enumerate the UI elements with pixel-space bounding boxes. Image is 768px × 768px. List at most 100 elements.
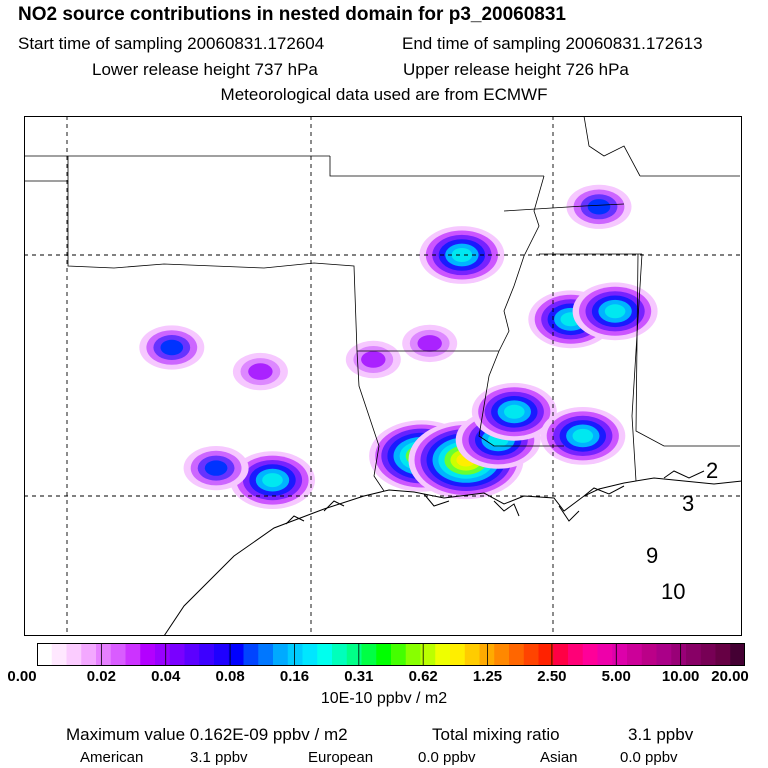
colorbar-tick-label: 5.00 — [601, 668, 631, 685]
chart-title: NO2 source contributions in nested domai… — [18, 4, 566, 25]
colorbar-cell — [656, 643, 672, 666]
colorbar-cell — [273, 643, 289, 666]
oklahoma-arkansas-border — [329, 156, 544, 177]
colorbar-tick-label: 1.25 — [472, 668, 503, 685]
colorbar-cell — [155, 643, 171, 666]
contour-blob — [204, 460, 228, 476]
latlon-gridlines — [24, 116, 742, 636]
colorbar-cell — [243, 643, 259, 666]
contour-label-2: 2 — [706, 458, 719, 483]
colorbar-cell — [81, 643, 97, 666]
colorbar-cell — [332, 643, 348, 666]
contour-blob — [587, 199, 611, 215]
colorbar-cell — [568, 643, 584, 666]
map-plot — [24, 116, 742, 636]
contour-blob — [417, 335, 442, 352]
colorbar-cell — [37, 643, 53, 666]
colorbar-cell — [597, 643, 613, 666]
colorbar-cell — [612, 643, 628, 666]
colorbar-cell — [302, 643, 318, 666]
colorbar-tick-label: 2.50 — [537, 668, 567, 685]
colorbar-cell — [228, 643, 245, 666]
total-mixing-value: 3.1 ppbv — [628, 725, 694, 744]
colorbar-cell — [346, 643, 363, 666]
colorbar-cell — [435, 643, 451, 666]
contour-blob — [572, 428, 594, 443]
colorbar-cell — [140, 643, 156, 666]
colorbar-cell — [214, 643, 230, 666]
contour-label-9: 9 — [646, 543, 659, 568]
colorbar-cell — [184, 643, 200, 666]
colorbar-cell — [464, 643, 481, 666]
contour-label-10: 10 — [661, 579, 686, 604]
ky-northern — [583, 116, 641, 177]
colorbar-tick-label: 10.00 — [661, 668, 700, 685]
european-value: 0.0 ppbv — [418, 749, 476, 766]
colorbar-cell — [391, 643, 407, 666]
contour-label-3: 3 — [682, 491, 695, 516]
colorbar-cell — [538, 643, 554, 666]
contour-blob — [248, 363, 273, 380]
asian-value: 0.0 ppbv — [620, 749, 678, 766]
colorbar — [37, 643, 745, 666]
ms-al-border — [631, 253, 643, 482]
colorbar-units: 10E-10 ppbv / m2 — [320, 690, 448, 707]
start-time-label: Start time of sampling 20060831.172604 — [18, 34, 325, 53]
mississippi-river — [478, 175, 564, 447]
texas-louisiana-border — [356, 350, 385, 492]
colorbar-tick-label: 0.00 — [7, 668, 37, 685]
colorbar-cell — [169, 643, 186, 666]
contour-blob — [361, 351, 386, 368]
colorbar-cell — [258, 643, 274, 666]
end-time-label: End time of sampling 20060831.172613 — [402, 34, 703, 53]
american-value: 3.1 ppbv — [190, 749, 248, 766]
contour-blob — [160, 339, 184, 356]
colorbar-cell — [405, 643, 422, 666]
colorbar-cell — [671, 643, 687, 666]
colorbar-tick-label: 0.08 — [215, 668, 245, 685]
total-mixing-label: Total mixing ratio — [432, 725, 560, 744]
red-river-border — [67, 181, 358, 352]
colorbar-cell — [376, 643, 392, 666]
map-frame — [24, 116, 742, 636]
colorbar-cell — [700, 643, 717, 666]
colorbar-cell — [420, 643, 436, 666]
state-boundaries — [24, 116, 740, 492]
colorbar-tick-label: 0.31 — [344, 668, 374, 685]
colorbar-cell — [553, 643, 569, 666]
colorbar-cell — [627, 643, 643, 666]
colorbar-tick-label: 20.00 — [711, 668, 749, 685]
contour-blob — [262, 473, 283, 488]
tn-ky-border — [503, 203, 625, 212]
coastline — [163, 470, 742, 636]
colorbar-cell — [317, 643, 333, 666]
al-ga-border — [635, 253, 740, 447]
asian-label: Asian — [540, 749, 578, 766]
colorbar-cell — [66, 643, 82, 666]
colorbar-tick-label: 0.02 — [86, 668, 116, 685]
max-value-label: Maximum value 0.162E-09 ppbv / m2 — [66, 725, 348, 744]
colorbar-cell — [361, 643, 377, 666]
colorbar-tick-label: 0.16 — [279, 668, 310, 685]
colorbar-cell — [686, 643, 702, 666]
contour-blob — [604, 304, 626, 319]
american-label: American — [80, 749, 144, 766]
colorbar-cell — [51, 643, 68, 666]
colorbar-cell — [715, 643, 731, 666]
met-data-label: Meteorological data used are from ECMWF — [220, 85, 548, 104]
colorbar-cell — [509, 643, 525, 666]
colorbar-tick-label: 0.04 — [151, 668, 181, 685]
colorbar-cell — [125, 643, 141, 666]
colorbar-cell — [199, 643, 215, 666]
upper-release-height-label: Upper release height 726 hPa — [403, 60, 629, 79]
contour-blob — [504, 404, 525, 419]
colorbar-cell — [730, 643, 745, 666]
colorbar-cell — [96, 643, 112, 666]
european-label: European — [308, 749, 374, 766]
colorbar-cell — [494, 643, 510, 666]
colorbar-cell — [641, 643, 658, 666]
colorbar-cell — [450, 643, 466, 666]
colorbar-cell — [287, 643, 304, 666]
lower-release-height-label: Lower release height 737 hPa — [92, 60, 318, 79]
colorbar-tick-label: 0.62 — [408, 668, 438, 685]
